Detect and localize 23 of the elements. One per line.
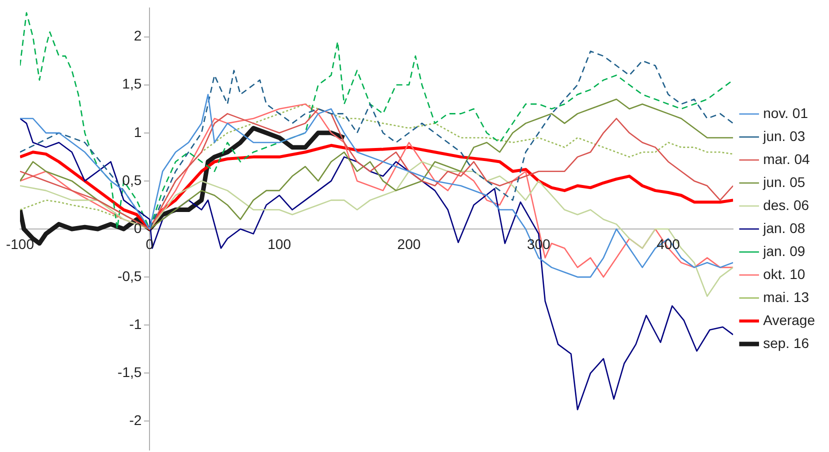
legend-label: jun. 05 <box>762 174 806 190</box>
legend-label: mai. 13 <box>763 288 810 305</box>
y-tick-label: -1 <box>129 316 142 332</box>
legend-label: mar. 04 <box>763 150 810 167</box>
y-tick-label: -0,5 <box>118 268 142 284</box>
x-tick-label: 100 <box>268 236 292 252</box>
y-tick-label: 1 <box>134 124 142 140</box>
legend-label: jun. 03 <box>762 128 806 144</box>
legend-label: jan. 08 <box>762 220 806 236</box>
y-tick-label: -1,5 <box>118 364 142 380</box>
y-tick-label: 0 <box>134 220 142 236</box>
legend-label: sep. 16 <box>763 334 810 351</box>
x-tick-label: 200 <box>397 236 421 252</box>
y-tick-label: 2 <box>134 28 142 44</box>
legend-label: des. 06 <box>763 196 810 213</box>
y-tick-label: 0,5 <box>122 172 142 188</box>
legend-label: okt. 10 <box>763 266 806 282</box>
y-tick-label: -2 <box>129 412 142 428</box>
legend-label: nov. 01 <box>763 104 808 121</box>
legend-label: Average <box>763 312 816 328</box>
x-tick-label: -100 <box>6 236 34 252</box>
y-tick-label: 1,5 <box>122 76 142 92</box>
legend-label: jan. 09 <box>762 242 806 259</box>
